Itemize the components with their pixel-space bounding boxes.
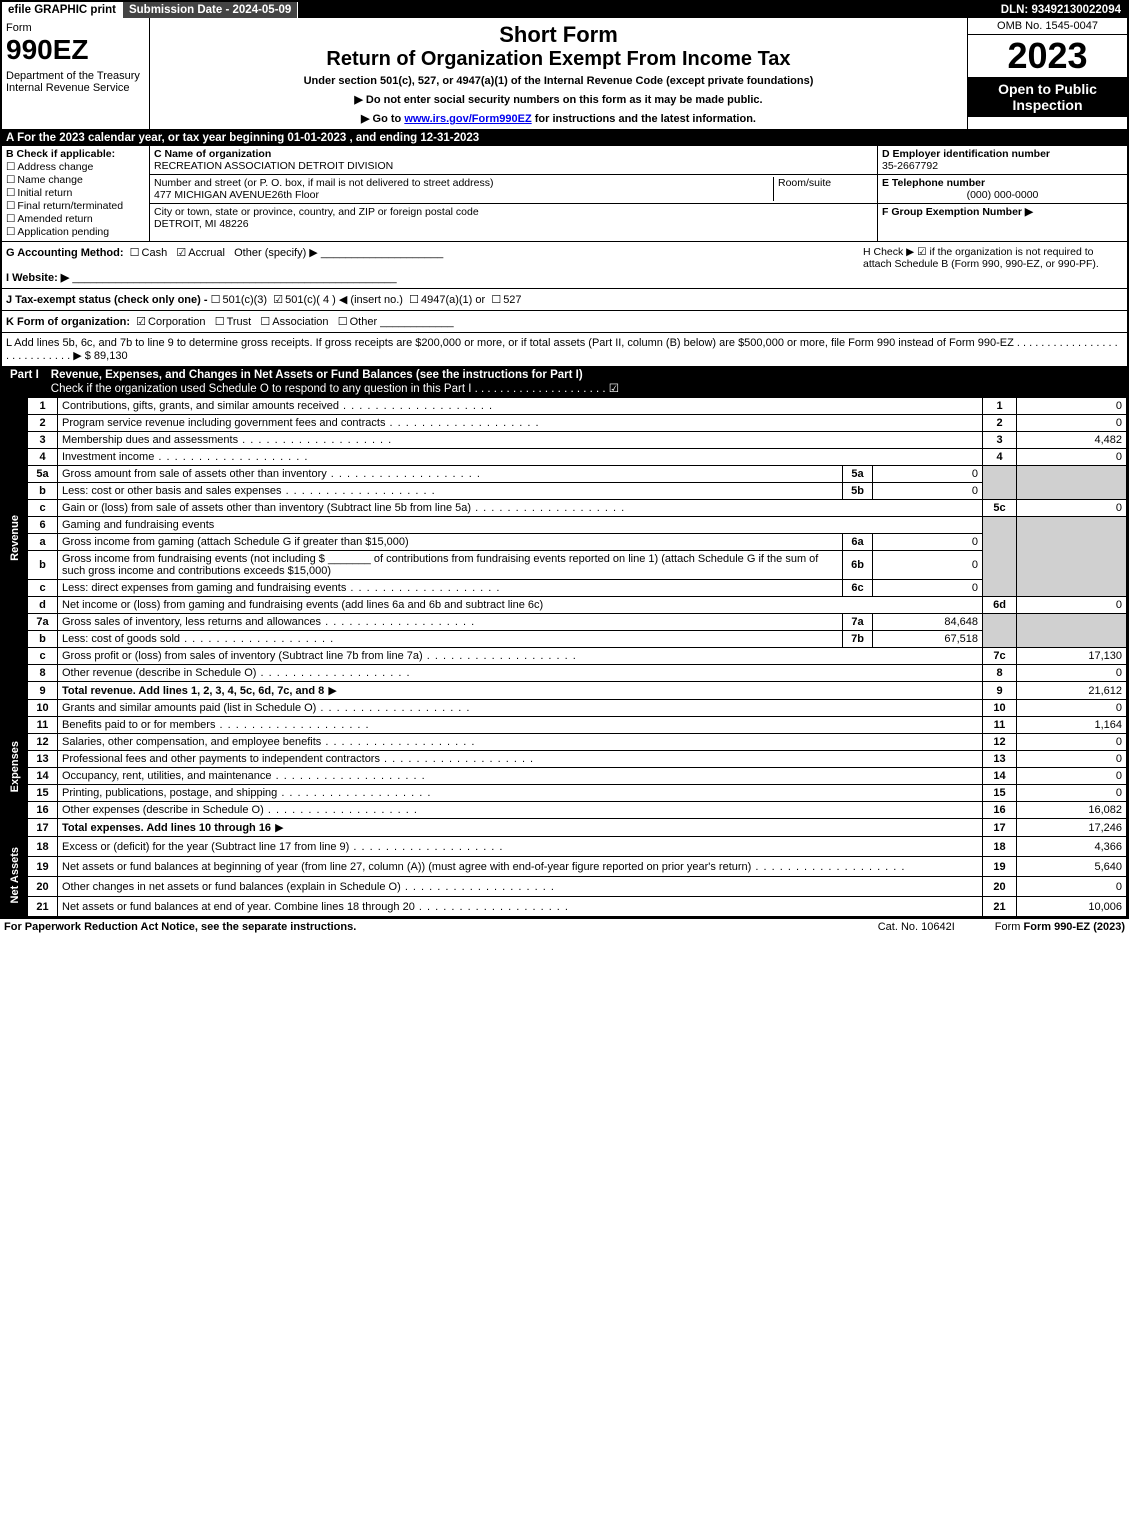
chk-other[interactable] — [338, 316, 350, 328]
chk-address[interactable]: Address change — [6, 161, 145, 173]
chk-527[interactable] — [491, 294, 503, 306]
return-title: Return of Organization Exempt From Incom… — [154, 48, 963, 71]
chk-trust[interactable] — [215, 316, 227, 328]
chk-name[interactable]: Name change — [6, 174, 145, 186]
chk-cash[interactable] — [130, 247, 142, 259]
open-inspection: Open to Public Inspection — [968, 77, 1127, 117]
irs-link[interactable]: www.irs.gov/Form990EZ — [404, 113, 531, 125]
chk-accrual[interactable] — [176, 247, 188, 259]
top-bar: efile GRAPHIC print Submission Date - 20… — [2, 2, 1127, 18]
c-city-row: City or town, state or province, country… — [150, 204, 877, 232]
form-number: 990EZ — [6, 34, 145, 66]
g-h-row: H Check ▶ ☑ if the organization is not r… — [2, 242, 1127, 289]
chk-501c[interactable] — [273, 294, 285, 306]
org-name: RECREATION ASSOCIATION DETROIT DIVISION — [154, 160, 393, 172]
sidetab-revenue: Revenue — [7, 507, 23, 569]
row-a: A For the 2023 calendar year, or tax yea… — [2, 130, 1127, 146]
chk-final[interactable]: Final return/terminated — [6, 200, 145, 212]
c-name-row: C Name of organization RECREATION ASSOCI… — [150, 146, 877, 175]
sidetab-netassets: Net Assets — [7, 839, 23, 911]
department: Department of the Treasury Internal Reve… — [6, 70, 145, 94]
f-group: F Group Exemption Number ▶ — [878, 204, 1127, 220]
h-check: H Check ▶ ☑ if the organization is not r… — [863, 246, 1123, 270]
under-section: Under section 501(c), 527, or 4947(a)(1)… — [154, 75, 963, 87]
d-ein: D Employer identification number35-26677… — [878, 146, 1127, 175]
l-row: L Add lines 5b, 6c, and 7b to line 9 to … — [2, 333, 1127, 367]
dln: DLN: 93492130022094 — [995, 2, 1127, 18]
omb-number: OMB No. 1545-0047 — [968, 18, 1127, 35]
e-phone: E Telephone number(000) 000-0000 — [878, 175, 1127, 204]
tax-year: 2023 — [968, 35, 1127, 77]
j-row: J Tax-exempt status (check only one) - 5… — [2, 289, 1127, 311]
submission-date: Submission Date - 2024-05-09 — [123, 2, 298, 18]
org-street: 477 MICHIGAN AVENUE26th Floor — [154, 189, 319, 201]
chk-501c3[interactable] — [211, 294, 223, 306]
lines-table: Revenue 1Contributions, gifts, grants, a… — [2, 397, 1127, 917]
chk-pending[interactable]: Application pending — [6, 226, 145, 238]
efile-label[interactable]: efile GRAPHIC print — [2, 2, 123, 18]
chk-assoc[interactable] — [260, 316, 272, 328]
footer: For Paperwork Reduction Act Notice, see … — [0, 919, 1129, 935]
chk-corp[interactable] — [136, 316, 148, 328]
c-street-row: Number and street (or P. O. box, if mail… — [150, 175, 877, 204]
chk-4947[interactable] — [409, 294, 421, 306]
chk-initial[interactable]: Initial return — [6, 187, 145, 199]
goto-note: ▶ Go to www.irs.gov/Form990EZ for instru… — [154, 112, 963, 125]
org-city: DETROIT, MI 48226 — [154, 218, 249, 230]
i-website: I Website: ▶ — [6, 272, 69, 284]
chk-amended[interactable]: Amended return — [6, 213, 145, 225]
short-form-title: Short Form — [154, 22, 963, 48]
ssn-note: ▶ Do not enter social security numbers o… — [154, 93, 963, 106]
part-i-header: Part I Revenue, Expenses, and Changes in… — [2, 367, 1127, 397]
b-title: B Check if applicable: — [6, 148, 145, 160]
room-suite: Room/suite — [773, 177, 873, 201]
form-word: Form — [6, 22, 145, 34]
sidetab-expenses: Expenses — [7, 733, 23, 800]
k-row: K Form of organization: Corporation Trus… — [2, 311, 1127, 333]
